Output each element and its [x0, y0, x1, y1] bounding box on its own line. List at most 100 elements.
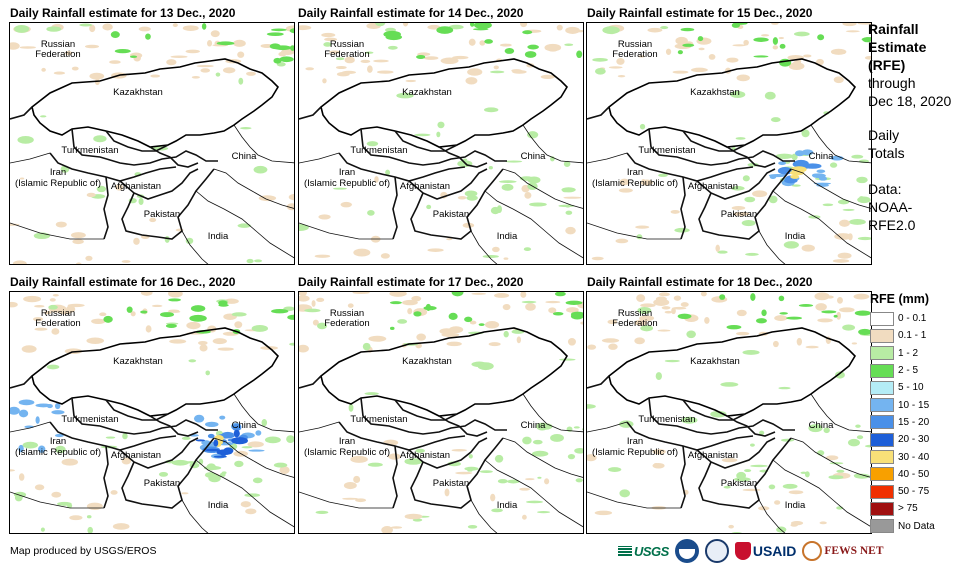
rainfall-patch	[246, 258, 254, 264]
rainfall-patch	[311, 300, 316, 307]
legend-title: RFE (mm)	[870, 292, 930, 306]
rainfall-patch	[55, 445, 66, 454]
rainfall-patch	[635, 225, 650, 229]
country-border	[680, 445, 686, 509]
rainfall-patch	[813, 182, 831, 185]
map-svg	[587, 23, 871, 264]
rainfall-patch	[793, 31, 810, 37]
rainfall-patch	[822, 203, 834, 207]
legend-label: 1 - 2	[898, 347, 919, 359]
country-border	[394, 399, 458, 421]
rainfall-patch	[212, 338, 227, 345]
country-border	[758, 499, 786, 533]
rainfall-patch	[405, 79, 417, 83]
rainfall-patch	[347, 303, 354, 308]
legend-label: 2 - 5	[898, 365, 919, 377]
legend-item: 15 - 20	[870, 414, 965, 431]
rainfall-patch	[778, 386, 791, 390]
rainfall-patch	[742, 175, 750, 182]
rainfall-patch	[565, 210, 573, 215]
country-label: China	[520, 420, 546, 431]
rainfall-patch	[385, 169, 391, 176]
rainfall-patch	[565, 26, 580, 34]
legend-label: 20 - 30	[898, 434, 930, 446]
rainfall-patch	[244, 493, 261, 498]
rainfall-patch	[857, 236, 871, 241]
country-border	[338, 421, 466, 451]
rainfall-patch	[782, 483, 798, 489]
rainfall-patch	[790, 523, 798, 527]
rainfall-patch	[10, 42, 20, 50]
rainfall-patch	[790, 174, 800, 179]
rainfall-patch	[658, 173, 668, 177]
rainfall-patch	[205, 472, 216, 478]
panel-title-3: Daily Rainfall estimate for 15 Dec., 202…	[587, 6, 813, 20]
rainfall-patch	[673, 295, 682, 301]
rainfall-patch	[266, 32, 284, 36]
country-label: Iran	[338, 436, 356, 447]
rainfall-patch	[93, 135, 107, 143]
rainfall-patch	[769, 174, 777, 180]
rainfall-patch	[199, 344, 208, 352]
rainfall-patch	[14, 25, 30, 33]
country-label: Iran	[49, 436, 67, 447]
rainfall-patch	[436, 131, 441, 138]
map-panel-3: Russian Federation Kazakhstan Turkmenistan C…	[586, 22, 872, 265]
rainfall-patch	[563, 196, 582, 199]
country-label: Afghanistan	[399, 450, 451, 461]
rainfall-patch	[21, 345, 37, 353]
rainfall-patch	[564, 43, 574, 46]
country-border	[181, 499, 209, 533]
legend-swatch	[870, 432, 894, 447]
rainfall-patch	[414, 133, 431, 137]
country-border	[484, 190, 583, 259]
rainfall-patch	[537, 511, 551, 514]
fews-net-logo: FEWS NET	[802, 541, 883, 561]
country-label: China	[231, 151, 257, 162]
country-border	[10, 375, 33, 389]
rainfall-patch	[503, 257, 509, 260]
rainfall-patch	[823, 427, 830, 434]
rainfall-patch	[616, 58, 625, 65]
rainfall-patch	[479, 470, 493, 474]
rainfall-patch	[735, 137, 746, 140]
country-border	[682, 399, 746, 421]
rainfall-patch	[451, 292, 464, 297]
rainfall-patch	[490, 206, 500, 215]
rainfall-patch	[17, 136, 34, 144]
rainfall-patch	[791, 153, 798, 161]
legend-swatch	[870, 328, 894, 343]
rainfall-patch	[468, 38, 476, 46]
rainfall-patch	[602, 26, 620, 35]
rainfall-patch	[322, 78, 327, 84]
rainfall-patch	[413, 311, 422, 317]
rainfall-patch	[318, 214, 331, 220]
state-department-seal	[704, 539, 729, 563]
rainfall-patch	[607, 319, 618, 325]
rainfall-patch	[210, 30, 220, 38]
country-border	[49, 421, 177, 451]
rainfall-patch	[677, 313, 692, 319]
rainfall-patch	[677, 50, 683, 55]
country-label: Pakistan	[143, 209, 181, 220]
legend-label: 40 - 50	[898, 468, 930, 480]
rainfall-patch	[778, 295, 785, 302]
rainfall-patch	[856, 176, 868, 184]
rainfall-patch	[772, 37, 779, 45]
rainfall-patch	[367, 210, 375, 216]
rainfall-patch	[750, 443, 755, 447]
rainfall-patch	[48, 304, 58, 310]
rainfall-patch	[815, 303, 827, 311]
rainfall-patch	[387, 45, 398, 50]
rainfall-patch	[520, 23, 528, 28]
country-border	[648, 397, 795, 435]
rainfall-patch	[467, 68, 483, 76]
country-label: India	[496, 231, 518, 242]
country-border	[438, 146, 488, 168]
rainfall-patch	[446, 238, 453, 241]
rainfall-patch	[237, 223, 251, 228]
footer-credit: Map produced by USGS/EROS	[10, 545, 157, 557]
rainfall-patch	[215, 72, 221, 77]
rainfall-patch	[755, 318, 767, 324]
rainfall-patch	[99, 312, 107, 317]
